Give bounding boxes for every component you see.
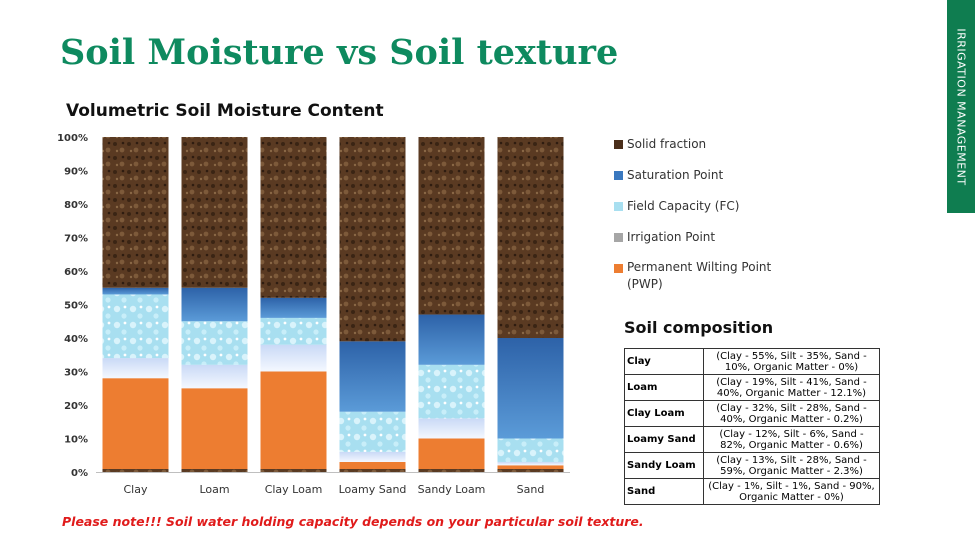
bar-segment-solid-fraction	[260, 137, 327, 298]
y-tick-label: 100%	[57, 133, 88, 144]
bar-segment-field-capacity	[497, 438, 564, 462]
bar-segment-field-capacity	[181, 321, 248, 365]
legend-label: Field Capacity (FC)	[627, 199, 740, 213]
bar-segment-pwp	[260, 371, 327, 472]
composition-row: Sand (Clay - 1%, Silt - 1%, Sand - 90%, O…	[624, 478, 880, 505]
x-tick-label: Loam	[199, 483, 229, 496]
legend-swatch	[614, 171, 623, 180]
bar-segment-field-capacity	[260, 317, 327, 345]
bar-segment-irrigation-point	[260, 344, 327, 372]
bar-base-strip	[339, 469, 406, 472]
x-tick-label: Loamy Sand	[339, 483, 407, 496]
legend-item: Irrigation Point	[614, 230, 715, 244]
side-tab: IRRIGATION MANAGEMENT	[947, 0, 975, 213]
bar-segment-pwp	[497, 465, 564, 472]
legend-label: Irrigation Point	[627, 230, 716, 244]
bar-segment-solid-fraction	[181, 137, 248, 288]
composition-row: Loamy Sand (Clay - 12%, Silt - 6%, Sand -…	[624, 426, 880, 453]
bar-segment-irrigation-point	[181, 364, 248, 389]
y-tick-label: 0%	[71, 468, 88, 479]
y-tick-label: 70%	[64, 234, 88, 245]
x-tick-label: Clay	[124, 483, 148, 496]
soil-name: Clay Loam	[624, 400, 704, 427]
bar-base-strip	[260, 469, 327, 472]
y-tick-label: 50%	[64, 301, 88, 312]
slide-title: Soil Moisture vs Soil texture	[60, 32, 619, 73]
legend-item: Saturation Point	[614, 168, 723, 182]
bar-segment-saturation-point	[339, 341, 406, 412]
y-tick-label: 20%	[64, 401, 88, 412]
soil-composition: (Clay - 19%, Silt - 41%, Sand - 40%, Org…	[703, 374, 880, 401]
bar-segment-saturation-point	[181, 287, 248, 322]
soil-composition: (Clay - 12%, Silt - 6%, Sand - 82%, Orga…	[703, 426, 880, 453]
y-tick-label: 30%	[64, 368, 88, 379]
legend-item: Solid fraction	[614, 137, 706, 151]
legend-item: Field Capacity (FC)	[614, 199, 739, 213]
footer-note: Please note!!! Soil water holding capaci…	[62, 514, 644, 529]
soil-name: Loam	[624, 374, 704, 401]
y-tick-label: 90%	[64, 167, 88, 178]
legend-label: Permanent Wilting Point (PWP)	[627, 260, 772, 291]
bar-base-strip	[102, 469, 169, 472]
bar-segment-irrigation-point	[418, 418, 485, 439]
bar-segment-field-capacity	[418, 364, 485, 419]
y-tick-label: 40%	[64, 334, 88, 345]
bar-segment-solid-fraction	[102, 137, 169, 288]
legend-swatch	[614, 264, 623, 273]
y-tick-label: 60%	[64, 267, 88, 278]
legend-swatch	[614, 233, 623, 242]
bar-base-strip	[418, 469, 485, 472]
legend-item: Permanent Wilting Point (PWP)	[614, 260, 777, 293]
legend-swatch	[614, 140, 623, 149]
composition-row: Clay (Clay - 55%, Silt - 35%, Sand - 10%,…	[624, 348, 880, 375]
soil-composition: (Clay - 55%, Silt - 35%, Sand - 10%, Org…	[703, 348, 880, 375]
soil-name: Loamy Sand	[624, 426, 704, 453]
soil-name: Clay	[624, 348, 704, 375]
bar-segment-irrigation-point	[102, 358, 169, 379]
bar-segment-pwp	[339, 461, 406, 472]
x-tick-label: Sand	[517, 483, 545, 496]
bar-segment-pwp	[418, 438, 485, 472]
bar-base-strip	[497, 469, 564, 472]
soil-composition: (Clay - 32%, Silt - 28%, Sand - 40%, Org…	[703, 400, 880, 427]
bar-segment-field-capacity	[339, 411, 406, 452]
bar-segment-irrigation-point	[497, 461, 564, 466]
x-tick-label: Sandy Loam	[418, 483, 486, 496]
legend-swatch	[614, 202, 623, 211]
y-tick-label: 80%	[64, 200, 88, 211]
legend-label: Solid fraction	[627, 137, 707, 151]
bar-segment-pwp	[102, 378, 169, 472]
y-tick-label: 10%	[64, 435, 88, 446]
soil-name: Sandy Loam	[624, 452, 704, 479]
legend-label: Saturation Point	[627, 168, 724, 182]
composition-row: Sandy Loam (Clay - 13%, Silt - 28%, Sand …	[624, 452, 880, 479]
bar-segment-solid-fraction	[339, 137, 406, 342]
soil-composition: (Clay - 13%, Silt - 28%, Sand - 59%, Org…	[703, 452, 880, 479]
composition-table: Clay (Clay - 55%, Silt - 35%, Sand - 10%,…	[624, 348, 880, 505]
bar-segment-solid-fraction	[497, 137, 564, 338]
bar-segment-saturation-point	[497, 338, 564, 439]
soil-composition: (Clay - 1%, Silt - 1%, Sand - 90%, Organ…	[703, 478, 880, 505]
bar-segment-saturation-point	[102, 287, 169, 295]
bar-segment-saturation-point	[418, 314, 485, 365]
bar-segment-irrigation-point	[339, 451, 406, 462]
bar-segment-pwp	[181, 388, 248, 472]
composition-row: Clay Loam (Clay - 32%, Silt - 28%, Sand -…	[624, 400, 880, 427]
chart-title: Volumetric Soil Moisture Content	[66, 101, 384, 121]
bar-segment-solid-fraction	[418, 137, 485, 315]
composition-row: Loam (Clay - 19%, Silt - 41%, Sand - 40%,…	[624, 374, 880, 401]
x-tick-label: Clay Loam	[265, 483, 323, 496]
bar-segment-field-capacity	[102, 294, 169, 359]
bar-base-strip	[181, 469, 248, 472]
composition-title: Soil composition	[624, 318, 774, 337]
soil-name: Sand	[624, 478, 704, 505]
bar-segment-saturation-point	[260, 297, 327, 318]
